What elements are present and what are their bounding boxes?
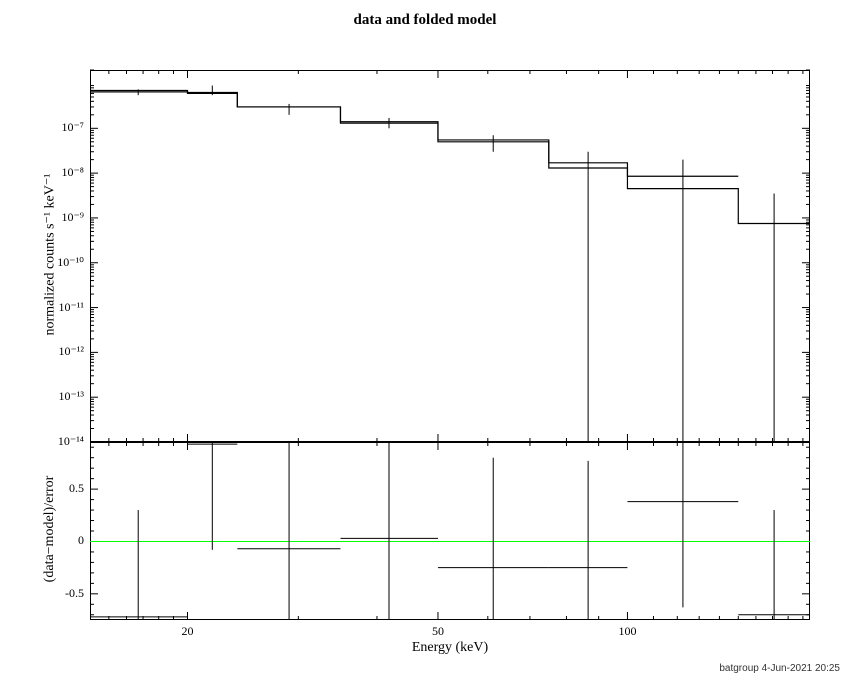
tick-label: 100 [602,624,652,639]
tick-label: 10⁻⁸ [34,165,84,180]
tick-label: 10⁻¹³ [34,389,84,404]
chart-title: data and folded model [0,12,850,29]
xlabel: Energy (keV) [90,640,810,656]
tick-label: 10⁻⁷ [34,120,84,135]
tick-label: 20 [162,624,212,639]
tick-label: 10⁻¹⁴ [34,434,84,449]
tick-label: 10⁻¹⁰ [34,255,84,270]
tick-label: 0 [34,533,84,548]
tick-label: 50 [413,624,463,639]
tick-label: 10⁻¹¹ [34,300,84,315]
credits: batgroup 4-Jun-2021 20:25 [719,663,840,674]
tick-label: -0.5 [34,586,84,601]
plot-container: normalized counts s⁻¹ keV⁻¹ (data−model)… [90,40,810,620]
tick-label: 10⁻¹² [34,344,84,359]
tick-label: 0.5 [34,481,84,496]
bottom-panel-svg [90,40,812,622]
tick-label: 10⁻⁹ [34,210,84,225]
